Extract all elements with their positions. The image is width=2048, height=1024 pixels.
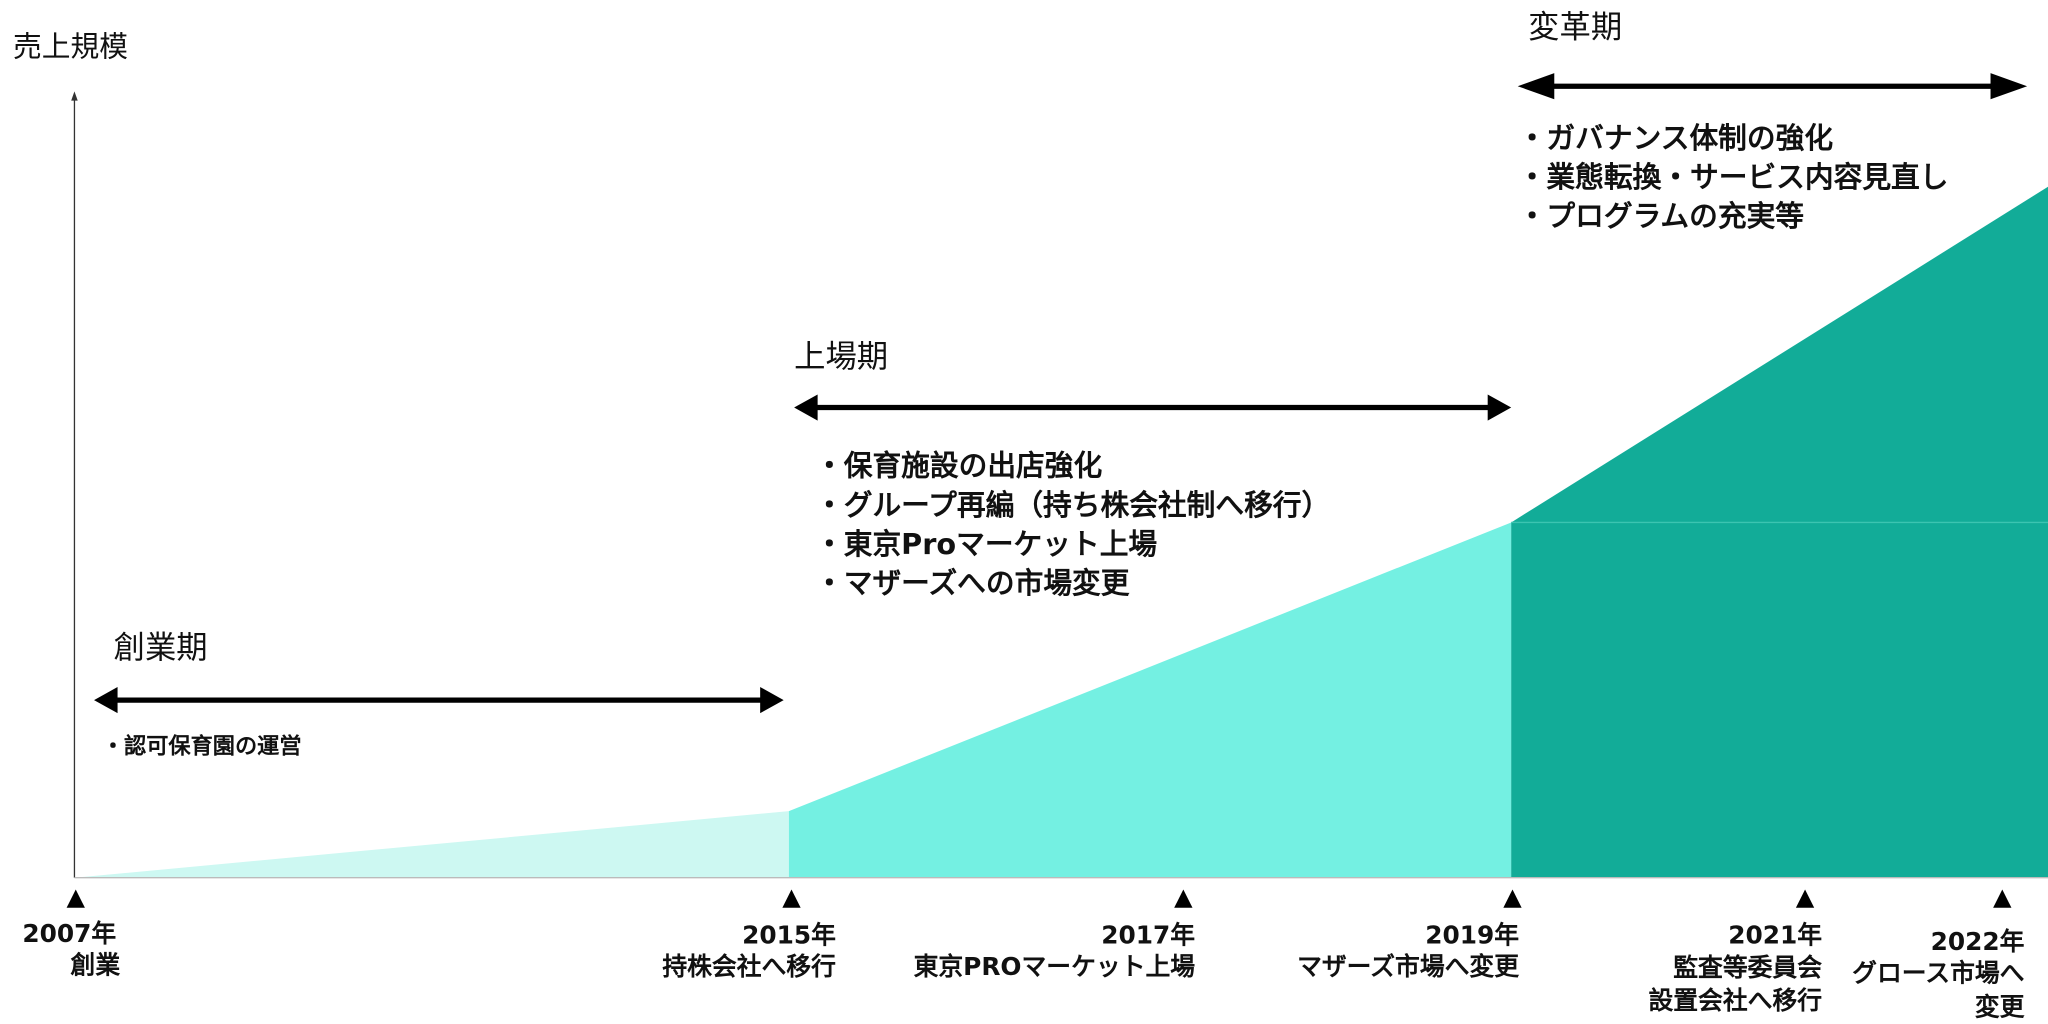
milestone-event: 持株会社へ移行 (662, 952, 836, 981)
milestone-event: 監査等委員会 (1673, 953, 1822, 982)
phase-bullet: ・業態転換・サービス内容見直し (1518, 160, 1949, 194)
phase-bullet: ・東京Proマーケット上場 (815, 527, 1157, 561)
phase-label: 上場期 (794, 339, 888, 375)
phase-bullet: ・マザーズへの市場変更 (815, 566, 1130, 600)
milestone-event: 設置会社へ移行 (1648, 986, 1822, 1015)
y-axis-label: 売上規模 (13, 29, 128, 63)
area-reform (1511, 186, 2048, 878)
arrow (94, 73, 2028, 714)
milestone-event: マザーズ市場へ変更 (1297, 952, 1519, 981)
y-axis-head (71, 91, 78, 101)
phase-label: 創業期 (114, 630, 208, 666)
milestone-event: 創業 (71, 951, 121, 980)
phase-bullet: ・ガバナンス体制の強化 (1518, 121, 1834, 155)
area-founding (74, 811, 789, 878)
phase-bullet: ・グループ再編（持ち株会社制へ移行） (815, 488, 1330, 522)
phase-label: 変革期 (1528, 10, 1622, 46)
phase-bullet: ・保育施設の出店強化 (815, 449, 1102, 483)
phase-bullet: ・プログラムの充実等 (1518, 199, 1804, 233)
area-listing (788, 522, 1512, 878)
milestone-event: 東京PROマーケット上場 (914, 952, 1196, 981)
milestone-year: 2022年 (1931, 927, 2025, 956)
phase-bullet: ・認可保育園の運営 (102, 733, 302, 760)
milestone-year: 2021年 (1728, 920, 1822, 949)
milestone-event: グロース市場へ (1852, 958, 2025, 987)
milestone-year: 2017年 (1101, 920, 1195, 949)
milestone-year: 2019年 (1425, 920, 1519, 949)
milestone-event: 変更 (1975, 992, 2025, 1021)
milestone-year: 2015年 (742, 920, 836, 949)
milestone-markers (66, 889, 2012, 908)
milestone-year: 2007年 (22, 919, 116, 948)
